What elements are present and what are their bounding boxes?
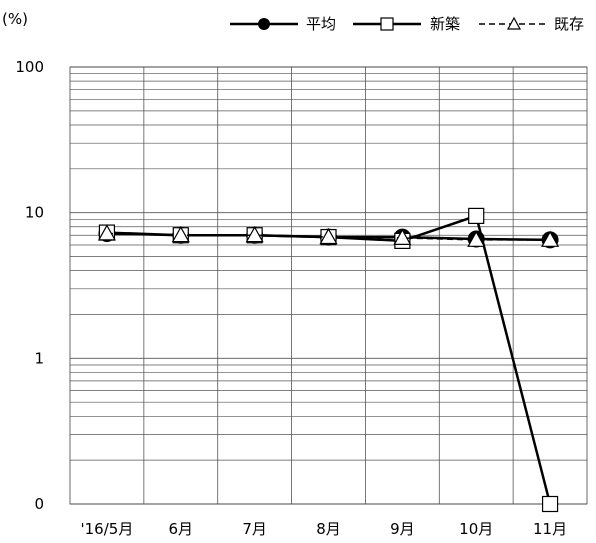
data-point bbox=[319, 227, 338, 245]
legend-entry: 平均 bbox=[230, 15, 336, 33]
y-unit-label: (%) bbox=[2, 10, 28, 28]
data-point bbox=[171, 225, 190, 243]
legend-marker bbox=[380, 17, 394, 31]
series-open-square bbox=[98, 207, 559, 513]
legend-entry: 新築 bbox=[353, 15, 460, 33]
data-point bbox=[468, 207, 485, 225]
legend-entry: 既存 bbox=[479, 15, 584, 33]
x-tick-label: 11月 bbox=[533, 520, 567, 538]
data-point bbox=[97, 224, 116, 241]
y-tick-label: 100 bbox=[15, 58, 44, 76]
x-tick-label: 10月 bbox=[459, 520, 493, 538]
y-tick-label: 1 bbox=[34, 349, 44, 367]
legend: 平均 新築 既存 bbox=[230, 15, 584, 33]
x-axis-ticks: '16/5月 6月 7月 8月 9月 10月 11月 bbox=[81, 520, 568, 538]
plot-frame bbox=[69, 66, 588, 505]
grid bbox=[69, 66, 588, 505]
legend-label: 平均 bbox=[306, 15, 336, 33]
data-point bbox=[245, 225, 264, 243]
y-tick-label: 0 bbox=[34, 495, 44, 513]
y-tick-label: 10 bbox=[25, 204, 44, 222]
x-tick-label: 8月 bbox=[316, 520, 341, 538]
legend-marker bbox=[506, 16, 522, 30]
legend-marker bbox=[258, 18, 270, 30]
legend-label: 既存 bbox=[554, 15, 584, 33]
x-tick-label: 7月 bbox=[242, 520, 267, 538]
series-line bbox=[106, 214, 552, 505]
series-open-triangle bbox=[97, 224, 560, 247]
legend-label: 新築 bbox=[430, 15, 460, 33]
y-axis-ticks: 0 1 10 100 bbox=[15, 58, 44, 513]
data-point bbox=[541, 495, 559, 513]
x-tick-label: 6月 bbox=[169, 520, 194, 538]
data-point bbox=[467, 230, 486, 247]
data-point bbox=[541, 230, 560, 247]
series-group bbox=[97, 207, 560, 513]
x-tick-label: 9月 bbox=[390, 520, 415, 538]
data-point bbox=[393, 228, 412, 246]
x-tick-label: '16/5月 bbox=[81, 520, 134, 538]
